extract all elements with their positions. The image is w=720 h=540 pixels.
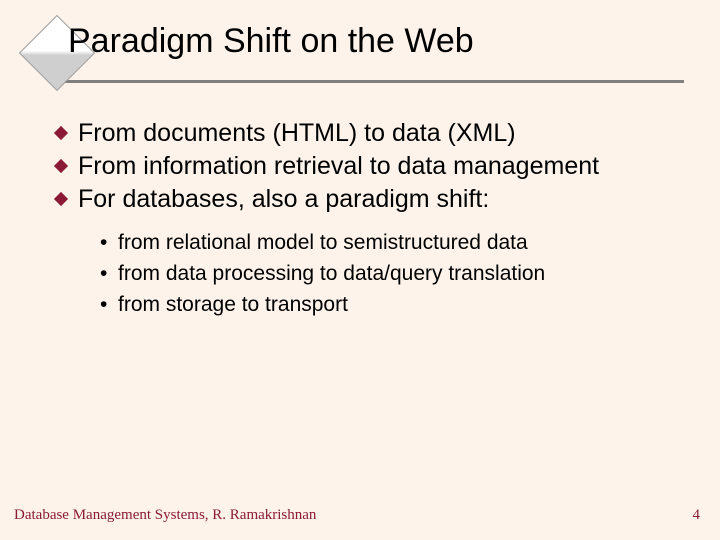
title-underline <box>54 80 684 83</box>
bullet-item: From information retrieval to data manag… <box>54 151 670 182</box>
sub-bullet-text: from data processing to data/query trans… <box>118 260 670 288</box>
dot-bullet-icon: • <box>100 229 118 257</box>
diamond-bullet-icon <box>54 126 68 140</box>
footer-source: Database Management Systems, R. Ramakris… <box>14 507 316 524</box>
sub-bullet-item: • from data processing to data/query tra… <box>100 260 670 288</box>
sub-bullet-list: • from relational model to semistructure… <box>100 229 670 319</box>
sub-bullet-item: • from relational model to semistructure… <box>100 229 670 257</box>
sub-bullet-text: from storage to transport <box>118 291 670 319</box>
bullet-item: From documents (HTML) to data (XML) <box>54 118 670 149</box>
bullet-text: From documents (HTML) to data (XML) <box>78 118 670 149</box>
dot-bullet-icon: • <box>100 260 118 288</box>
diamond-bullet-icon <box>54 159 68 173</box>
slide: Paradigm Shift on the Web From documents… <box>0 0 720 540</box>
diamond-bullet-icon <box>54 192 68 206</box>
slide-title: Paradigm Shift on the Web <box>68 22 474 61</box>
bullet-text: For databases, also a paradigm shift: <box>78 184 670 215</box>
bullet-text: From information retrieval to data manag… <box>78 151 670 182</box>
sub-bullet-text: from relational model to semistructured … <box>118 229 670 257</box>
slide-body: From documents (HTML) to data (XML) From… <box>54 118 670 322</box>
bullet-item: For databases, also a paradigm shift: <box>54 184 670 215</box>
sub-bullet-item: • from storage to transport <box>100 291 670 319</box>
dot-bullet-icon: • <box>100 291 118 319</box>
footer-page-number: 4 <box>693 507 701 524</box>
